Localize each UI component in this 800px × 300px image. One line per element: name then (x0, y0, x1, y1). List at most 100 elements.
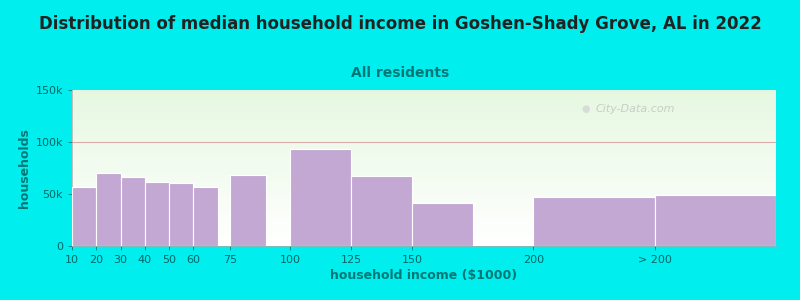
Bar (72, 132, 776, 134)
Bar (72, 169, 776, 171)
Bar (72, 103, 776, 104)
Bar (72, 226, 776, 227)
X-axis label: household income ($1000): household income ($1000) (330, 269, 518, 282)
Bar (72, 221, 776, 223)
Bar (72, 202, 776, 204)
Bar (72, 121, 776, 123)
Bar (72, 116, 776, 118)
Bar (121, 177, 145, 246)
Bar (72, 142, 776, 143)
Bar (72, 244, 776, 246)
Bar (72, 95, 776, 96)
Bar (72, 173, 776, 174)
Bar (72, 143, 776, 145)
Bar (72, 187, 96, 246)
Bar (72, 240, 776, 241)
Bar (72, 198, 776, 199)
Bar (72, 229, 776, 230)
Text: All residents: All residents (351, 66, 449, 80)
Bar (72, 235, 776, 237)
Text: City-Data.com: City-Data.com (595, 104, 675, 114)
Bar (72, 96, 776, 98)
Bar (72, 134, 776, 135)
Bar (72, 206, 776, 207)
Bar (72, 101, 776, 103)
Bar (72, 190, 776, 191)
Y-axis label: households: households (18, 128, 31, 208)
Bar (72, 174, 776, 176)
Bar (72, 237, 776, 238)
Bar (72, 238, 776, 240)
Bar (72, 98, 776, 99)
Bar (72, 185, 776, 187)
Bar (72, 233, 776, 235)
Bar (72, 159, 776, 160)
Bar (72, 210, 776, 212)
Bar (72, 149, 776, 151)
Bar (412, 203, 473, 246)
Bar (72, 99, 776, 101)
Bar (72, 204, 776, 206)
Text: Distribution of median household income in Goshen-Shady Grove, AL in 2022: Distribution of median household income … (38, 15, 762, 33)
Bar (72, 165, 776, 166)
Bar (72, 138, 776, 140)
Bar (194, 187, 218, 246)
Bar (72, 92, 776, 93)
Bar (290, 149, 351, 246)
Bar (72, 227, 776, 229)
Bar (72, 191, 776, 193)
Bar (72, 179, 776, 181)
Bar (72, 145, 776, 146)
Bar (72, 112, 776, 113)
Bar (72, 167, 776, 168)
Bar (72, 215, 776, 216)
Bar (72, 113, 776, 115)
Bar (72, 182, 776, 184)
Bar (72, 212, 776, 213)
Bar (72, 130, 776, 132)
Bar (72, 123, 776, 124)
Bar (351, 176, 412, 246)
Bar (72, 151, 776, 152)
Bar (72, 107, 776, 109)
Bar (72, 148, 776, 149)
Bar (72, 230, 776, 232)
Bar (72, 220, 776, 221)
Bar (72, 194, 776, 196)
Bar (72, 241, 776, 243)
Bar (72, 106, 776, 107)
Bar (72, 168, 776, 170)
Bar (72, 128, 776, 129)
Bar (72, 155, 776, 157)
Bar (72, 126, 776, 128)
Bar (72, 208, 776, 210)
Bar (72, 193, 776, 194)
Bar (169, 183, 194, 246)
Bar (72, 140, 776, 142)
Bar (72, 163, 776, 165)
Bar (72, 177, 776, 179)
Bar (72, 171, 776, 173)
Bar (72, 129, 776, 130)
Bar (72, 196, 776, 198)
Bar (72, 207, 776, 208)
Bar (145, 182, 169, 246)
Bar (72, 201, 776, 202)
Bar (72, 109, 776, 110)
Bar (72, 184, 776, 185)
Bar (72, 187, 776, 188)
Bar (72, 223, 776, 224)
Bar (72, 213, 776, 215)
Bar (72, 160, 776, 162)
Bar (72, 115, 776, 116)
Bar (654, 195, 776, 246)
Bar (72, 152, 776, 154)
Bar (72, 124, 776, 126)
Bar (96, 173, 121, 246)
Text: ●: ● (582, 104, 590, 114)
Bar (230, 175, 266, 246)
Bar (72, 181, 776, 182)
Bar (72, 218, 776, 220)
Bar (72, 93, 776, 95)
Bar (72, 118, 776, 120)
